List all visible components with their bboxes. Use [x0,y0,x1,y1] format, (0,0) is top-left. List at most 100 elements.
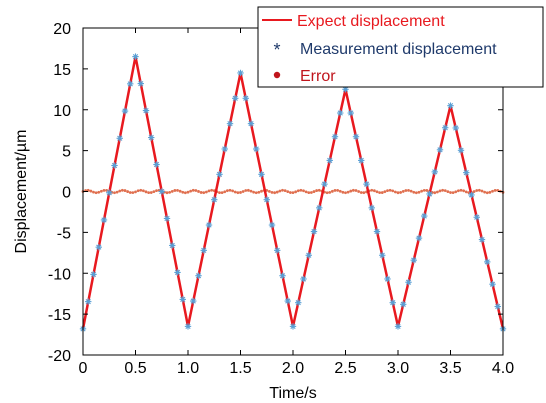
measurement-point [158,188,165,195]
error-point [412,190,416,194]
measurement-point [363,180,370,188]
error-point [165,191,169,195]
error-point [441,188,445,192]
error-point [278,189,282,193]
error-point [420,189,424,193]
measurement-point [389,299,396,306]
measurement-point [358,157,365,164]
error-point [433,191,437,195]
error-point [493,189,497,192]
error-point [386,189,389,193]
measurement-point [321,180,328,188]
x-tick-label: 4.0 [492,360,514,377]
error-point [254,191,258,195]
y-axis-title: Displacement/µm [13,130,30,254]
measurement-point [274,247,281,254]
measurement-point [442,124,449,131]
measurement-point [253,145,260,153]
measurement-point [148,134,155,141]
error-point [346,190,350,194]
error-point [228,188,232,192]
measurement-point [289,323,297,330]
measurement-point [190,297,197,305]
error-point [480,189,484,193]
error-point [464,190,468,194]
error-point [231,189,235,193]
error-point [291,191,295,195]
measurement-point [142,107,150,114]
error-point [294,190,298,194]
measurement-point [153,161,160,168]
y-tick-label: -10 [48,266,71,283]
error-point [354,189,358,192]
error-point [475,189,479,192]
measurement-point [127,80,134,88]
error-point [304,190,308,194]
error-point [349,189,353,193]
error-point [362,191,366,195]
error-point [204,190,208,194]
measurement-point [279,272,286,279]
x-tick-label: 1.5 [229,360,251,377]
x-tick-label: 0.5 [124,360,146,377]
error-point [472,190,476,193]
error-point [186,190,190,194]
measurement-point [106,189,113,196]
error-point [307,191,311,195]
legend-label-error: Error [300,68,336,85]
error-point [115,190,119,194]
measurement-point [326,157,333,164]
measurement-point [163,215,171,222]
measurement-point [426,190,433,198]
measurement-point [85,298,92,305]
error-point [315,189,319,192]
measurement-point [184,323,192,330]
measurement-point [415,234,423,242]
error-point [409,189,413,193]
measurement-point [494,303,501,310]
error-point [449,191,452,194]
error-point [375,190,379,194]
error-point [438,189,442,193]
error-point [94,191,98,195]
measurement-point [421,212,428,220]
error-point [288,191,292,194]
error-point [183,191,187,195]
error-point [286,190,290,194]
measurement-point [352,133,360,140]
error-point [218,191,221,194]
x-tick-label: 3.0 [387,360,409,377]
error-point [168,190,172,194]
measurement-point [394,323,402,330]
measurement-point [284,297,291,305]
error-point [275,190,279,194]
y-tick-label: -15 [48,307,71,324]
error-point [328,190,332,194]
error-point [338,189,342,193]
error-point [118,189,122,193]
error-point [443,189,447,193]
error-point [131,191,135,195]
measurement-point [373,228,381,235]
measurement-point [226,120,234,127]
error-point [351,188,355,192]
error-point [89,189,93,193]
error-point [414,191,418,195]
error-point [128,191,132,194]
measurement-point [468,191,475,199]
error-point [404,189,408,192]
y-tick-label: -5 [57,225,71,242]
error-point [233,190,237,194]
error-point [341,190,345,194]
y-tick-label: 15 [53,62,71,79]
error-point [181,190,185,194]
measurement-point [331,133,339,140]
error-point [483,190,487,194]
error-point [173,189,177,192]
measurement-point [347,109,354,117]
error-point [336,188,340,192]
measurement-point [216,171,223,178]
x-tick-label: 3.5 [439,360,461,377]
measurement-point [195,272,202,279]
error-point [197,190,200,193]
